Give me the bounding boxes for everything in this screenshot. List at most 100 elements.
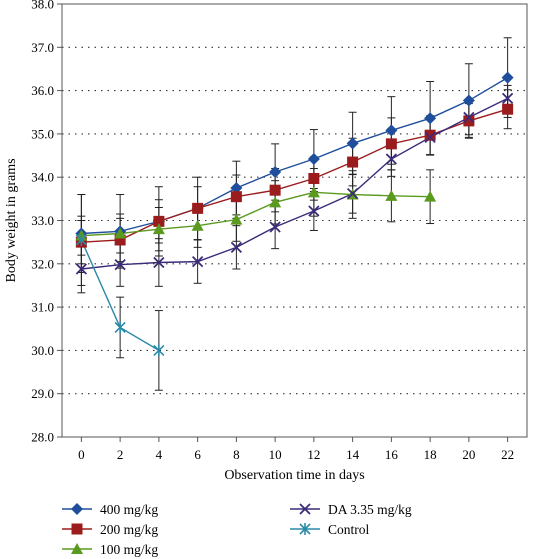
marker-diamond	[269, 166, 282, 179]
x-tick-label: 10	[269, 447, 282, 462]
marker-square	[424, 129, 436, 141]
series-line	[81, 77, 508, 235]
x-tick-label: 2	[117, 447, 124, 462]
marker-asterisk	[153, 344, 165, 357]
marker-triangle	[191, 219, 204, 231]
marker-diamond	[230, 182, 243, 195]
legend-label: 400 mg/kg	[100, 502, 158, 517]
x-tick-label: 20	[462, 447, 475, 462]
marker-diamond	[385, 124, 398, 137]
marker-x	[424, 131, 436, 144]
x-axis-title: Observation time in days	[224, 468, 364, 483]
marker-square	[308, 172, 320, 184]
marker-x	[191, 255, 204, 268]
marker-square	[230, 191, 242, 203]
y-tick-label: 36.0	[31, 83, 54, 98]
series-line	[81, 97, 508, 270]
marker-diamond	[71, 503, 83, 515]
y-tick-label: 37.0	[31, 40, 54, 55]
marker-triangle	[152, 223, 165, 235]
marker-diamond	[501, 71, 514, 84]
x-tick-label: 4	[156, 447, 163, 462]
marker-x-stroke	[346, 188, 359, 200]
legend-label: 100 mg/kg	[100, 542, 158, 557]
marker-x-stroke	[191, 255, 204, 268]
x-tick-label: 22	[501, 447, 514, 462]
marker-x	[501, 92, 514, 105]
y-tick-label: 28.0	[31, 430, 54, 445]
legend-label: 200 mg/kg	[100, 522, 158, 537]
marker-x-stroke	[299, 503, 311, 515]
x-tick-label: 6	[194, 447, 201, 462]
marker-x-stroke	[308, 205, 320, 217]
marker-x-stroke	[230, 241, 243, 253]
marker-diamond	[462, 94, 475, 107]
x-tick-label: 16	[385, 447, 399, 462]
legend-label: DA 3.35 mg/kg	[328, 502, 412, 517]
marker-square	[385, 138, 397, 150]
marker-x	[114, 259, 126, 271]
marker-square	[463, 115, 475, 127]
marker-diamond	[346, 137, 359, 150]
marker-x-stroke	[501, 92, 514, 105]
marker-diamond	[307, 153, 320, 166]
marker-square	[347, 156, 359, 168]
marker-square	[192, 202, 204, 214]
plot-frame	[61, 3, 528, 438]
marker-x	[308, 205, 320, 217]
y-tick-label: 33.0	[31, 213, 54, 228]
series-line	[81, 108, 508, 243]
marker-asterisk	[114, 321, 126, 334]
marker-x-stroke	[114, 259, 126, 271]
grid-lines	[62, 46, 527, 395]
marker-square	[269, 184, 281, 196]
marker-x	[153, 256, 165, 269]
marker-triangle	[230, 213, 243, 225]
marker-x-stroke	[463, 111, 475, 124]
x-tick-label: 18	[424, 447, 437, 462]
y-tick-label: 31.0	[31, 300, 54, 315]
marker-triangle	[307, 186, 320, 198]
y-axis-title: Body weight in grams	[4, 158, 19, 282]
y-tick-label: 29.0	[31, 386, 54, 401]
marker-x-stroke	[269, 221, 281, 233]
marker-square	[153, 215, 165, 227]
marker-square	[71, 523, 83, 535]
marker-x-stroke	[75, 263, 88, 275]
marker-x	[346, 188, 359, 200]
marker-diamond	[424, 112, 437, 125]
y-tick-label: 32.0	[31, 256, 54, 271]
marker-x	[299, 503, 311, 515]
marker-x	[230, 241, 243, 253]
marker-x	[385, 153, 398, 165]
x-tick-label: 0	[78, 447, 85, 462]
x-tick-label: 12	[307, 447, 320, 462]
marker-x-stroke	[424, 131, 436, 144]
y-tick-label: 34.0	[31, 170, 54, 185]
axis-ticks: 28.0 29.0 30.0 31.0 32.0 33.0 34.0 35.0 36.0 37.0…	[31, 0, 514, 462]
marker-x-stroke	[153, 256, 165, 269]
x-tick-label: 14	[346, 447, 360, 462]
marker-triangle	[385, 189, 398, 201]
marker-asterisk	[75, 233, 87, 246]
y-tick-label: 35.0	[31, 126, 54, 141]
marker-triangle	[269, 196, 282, 208]
series-lines	[80, 77, 508, 352]
marker-triangle	[424, 190, 437, 202]
legend-label: Control	[328, 522, 370, 537]
marker-triangle	[71, 543, 83, 554]
marker-square	[114, 234, 126, 246]
marker-x-stroke	[385, 153, 398, 165]
legend: 400 mg/kg 200 mg/kg 100 mg/kg DA 3.35 mg/kg…	[62, 502, 412, 557]
marker-x	[75, 263, 88, 275]
marker-x	[269, 221, 281, 233]
series-line	[81, 191, 431, 237]
marker-x	[463, 111, 475, 124]
y-tick-label: 38.0	[31, 0, 54, 12]
y-tick-label: 30.0	[31, 343, 54, 358]
marker-square	[502, 103, 514, 115]
marker-asterisk	[299, 523, 311, 535]
marker-triangle	[114, 227, 127, 239]
x-tick-label: 8	[233, 447, 240, 462]
